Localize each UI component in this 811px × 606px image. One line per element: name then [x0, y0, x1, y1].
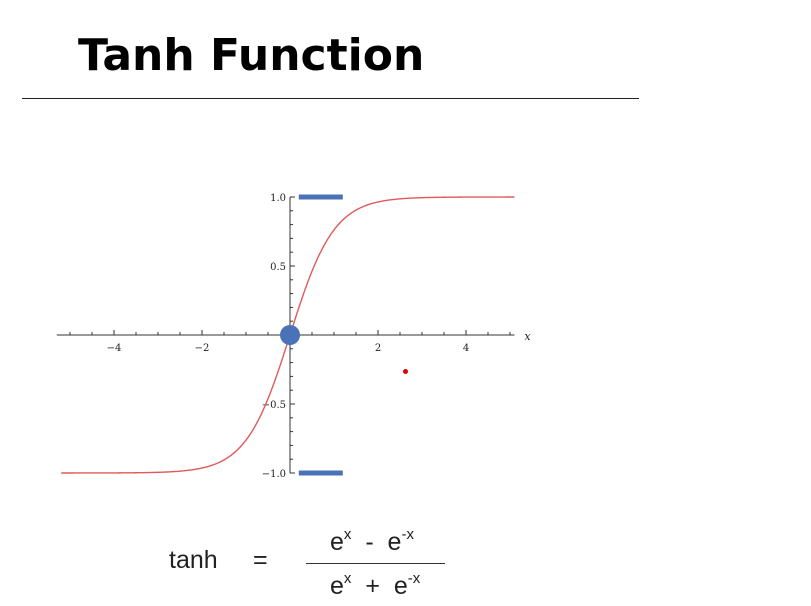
x-tick-label: −4	[107, 343, 122, 354]
formula-denominator: ex + e-x	[330, 570, 420, 601]
slide-title: Tanh Function	[78, 30, 425, 81]
origin-marker	[280, 325, 300, 345]
pointer-dot	[403, 369, 408, 374]
formula-den-exp-1: x	[343, 570, 352, 587]
y-tick-label: −1.0	[262, 469, 286, 480]
chart-ticks: −4 −2 2 4 1.0 0.5 −0.5 −1.0	[69, 193, 511, 480]
formula-num-op: -	[365, 528, 374, 556]
y-tick-label: −0.5	[262, 400, 286, 411]
x-tick-label: 2	[375, 343, 381, 354]
formula-numerator: ex - e-x	[330, 526, 414, 557]
formula-den-op: +	[365, 572, 380, 600]
formula-den-base-1: e	[330, 572, 344, 600]
formula-num-exp-2: -x	[401, 526, 414, 543]
formula-num-base-2: e	[387, 528, 402, 556]
y-tick-label: 0.5	[270, 262, 286, 273]
title-divider	[22, 98, 639, 99]
formula-fraction-bar	[306, 563, 445, 564]
tanh-chart: x −4 −2 2 4 1.0 0.5 −0.5 −1.0	[56, 193, 531, 480]
formula-num-exp-1: x	[343, 526, 352, 543]
formula-den-base-2: e	[393, 572, 408, 600]
tanh-formula: tanh = ex - e-x ex + e-x	[0, 520, 811, 600]
formula-num-base-1: e	[330, 528, 344, 556]
x-tick-label: −2	[195, 343, 210, 354]
formula-den-exp-2: -x	[407, 570, 421, 587]
chart-annotations	[280, 194, 343, 476]
x-tick-label: 4	[463, 343, 469, 354]
y-tick-label: 1.0	[270, 193, 286, 204]
x-axis-label: x	[524, 330, 531, 343]
formula-lhs: tanh	[169, 546, 218, 574]
formula-equals: =	[253, 546, 268, 574]
